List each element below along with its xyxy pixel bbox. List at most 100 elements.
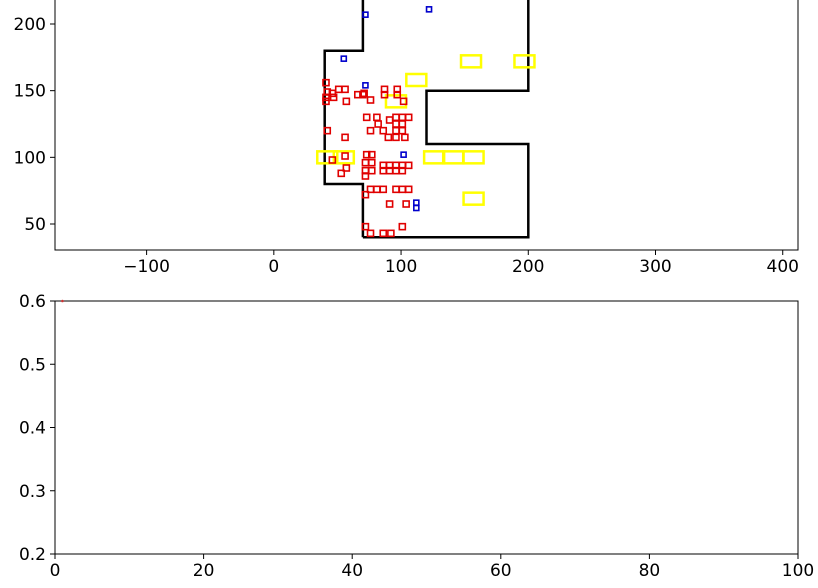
map-y-tick-label: 100 — [14, 148, 46, 168]
red-marker — [337, 169, 346, 178]
red-marker — [359, 90, 367, 99]
red-marker — [384, 133, 393, 142]
red-marker — [398, 185, 407, 194]
map-y-tick-label: 200 — [14, 15, 46, 35]
score-x-tick-label: 20 — [193, 561, 215, 581]
red-marker — [361, 172, 370, 180]
yellow-target-rect — [316, 150, 339, 165]
red-marker — [373, 113, 381, 122]
map-plot-frame — [54, 0, 799, 251]
red-marker — [361, 158, 370, 167]
red-marker — [392, 113, 400, 122]
yellow-target-rect — [405, 72, 428, 88]
yellow-target-rect — [441, 150, 465, 165]
red-marker — [392, 185, 400, 194]
red-marker — [399, 97, 408, 106]
red-marker — [334, 85, 343, 94]
red-marker — [341, 85, 349, 94]
red-marker — [398, 222, 407, 231]
red-marker — [328, 156, 337, 164]
red-marker — [367, 150, 376, 159]
red-marker — [392, 126, 400, 135]
red-marker — [380, 90, 389, 99]
red-marker — [367, 166, 376, 175]
red-marker — [387, 229, 395, 238]
yellow-target-rect — [462, 191, 485, 206]
red-marker — [322, 78, 330, 87]
red-marker — [366, 96, 375, 104]
red-marker — [360, 89, 368, 98]
score-plot: 0 20 40 60 80 100 0.2 0.3 0.4 0.5 0.6 — [19, 292, 814, 581]
score-x-tick-label: 40 — [341, 561, 363, 581]
red-marker — [362, 113, 371, 122]
red-marker — [402, 200, 410, 208]
map-x-tick-label: 400 — [767, 257, 799, 277]
yellow-target-rect — [462, 150, 485, 165]
map-y-tick-label: 150 — [14, 82, 46, 102]
map-x-tick-label: 0 — [268, 257, 279, 277]
red-marker — [361, 190, 370, 199]
blue-marker — [425, 6, 433, 13]
blue-marker — [340, 55, 348, 62]
blue-marker — [362, 82, 369, 89]
map-plot: −100 0 100 200 300 400 50 100 150 200 — [14, 0, 799, 277]
score-point — [61, 299, 64, 303]
score-y-tick-label: 0.4 — [19, 419, 46, 439]
map-x-tick-label: 200 — [512, 257, 544, 277]
yellow-target-rect — [513, 54, 536, 69]
red-marker — [379, 185, 388, 194]
red-marker — [367, 158, 376, 167]
red-marker — [404, 185, 413, 194]
red-marker — [374, 120, 382, 128]
map-y-tick-label: 50 — [24, 215, 46, 235]
red-marker — [393, 90, 402, 99]
score-x-tick-label: 60 — [490, 561, 512, 581]
red-marker — [322, 93, 330, 102]
red-marker — [341, 133, 349, 142]
score-x-tick-label: 80 — [639, 561, 661, 581]
score-x-tick-label: 100 — [782, 561, 814, 581]
red-marker — [362, 150, 371, 159]
red-marker — [392, 120, 400, 128]
red-marker — [341, 152, 349, 160]
blue-marker — [400, 151, 407, 158]
red-marker — [379, 126, 388, 135]
red-marker — [328, 89, 337, 98]
score-y-tick-label: 0.5 — [19, 355, 46, 375]
red-marker — [342, 164, 351, 172]
score-plot-frame — [54, 300, 799, 555]
blue-marker — [413, 199, 420, 206]
red-marker — [385, 200, 394, 208]
red-marker — [342, 97, 351, 106]
red-marker — [379, 229, 388, 238]
red-marker — [398, 120, 407, 128]
boundary-wall — [323, 0, 530, 239]
score-y-tick-label: 0.2 — [19, 545, 46, 565]
red-marker — [385, 116, 394, 124]
red-marker — [373, 185, 381, 194]
map-x-tick-label: 300 — [639, 257, 671, 277]
blue-marker — [413, 204, 420, 212]
red-marker — [401, 133, 409, 142]
blue-marker — [362, 11, 369, 18]
red-marker — [322, 97, 330, 106]
map-x-tick-label: 100 — [385, 257, 417, 277]
red-marker — [398, 126, 407, 135]
score-y-tick-label: 0.6 — [19, 292, 46, 312]
red-marker — [404, 113, 413, 122]
red-marker — [404, 161, 413, 170]
yellow-target-rect — [422, 150, 446, 165]
score-y-tick-label: 0.3 — [19, 482, 46, 502]
yellow-target-rect — [459, 54, 483, 69]
red-marker — [392, 133, 400, 142]
red-marker — [398, 113, 407, 122]
map-x-tick-label: −100 — [123, 257, 170, 277]
red-marker — [366, 229, 375, 238]
score-x-tick-label: 0 — [50, 561, 61, 581]
red-marker — [329, 93, 338, 102]
red-marker — [361, 222, 370, 231]
red-marker — [366, 126, 375, 135]
red-marker — [323, 126, 332, 135]
red-marker — [398, 166, 407, 175]
